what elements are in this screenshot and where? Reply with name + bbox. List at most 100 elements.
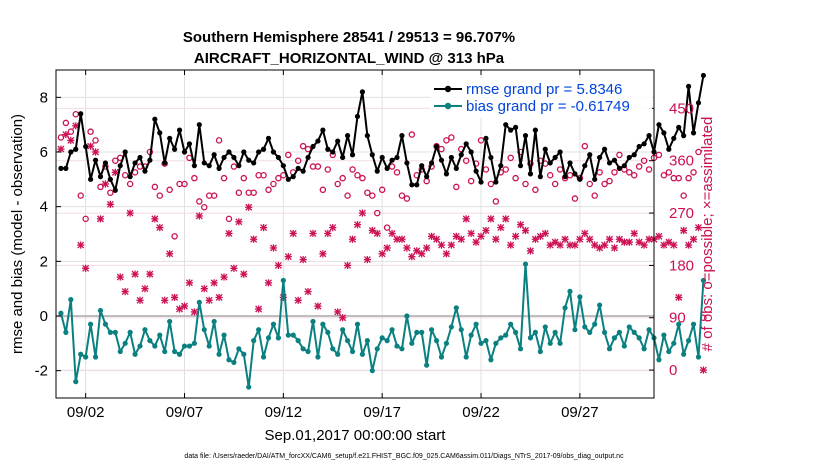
assimilated-obs-point bbox=[487, 215, 495, 223]
possible-obs-point bbox=[373, 209, 381, 217]
bias-point bbox=[601, 329, 608, 335]
possible-obs-point bbox=[354, 172, 361, 179]
rmse-point bbox=[587, 152, 593, 158]
x-tick-label: 09/07 bbox=[166, 404, 204, 421]
bias-point bbox=[216, 351, 222, 357]
bias-point bbox=[429, 327, 435, 333]
assimilated-obs-point bbox=[225, 229, 233, 238]
possible-obs-point bbox=[275, 174, 282, 182]
possible-obs-point bbox=[349, 166, 356, 173]
possible-obs-point bbox=[77, 192, 84, 199]
rmse-point bbox=[374, 168, 380, 174]
possible-obs-point bbox=[121, 172, 129, 179]
rmse-point bbox=[92, 157, 99, 163]
possible-obs-point bbox=[339, 174, 346, 182]
rmse-point bbox=[265, 135, 272, 141]
bias-point bbox=[117, 348, 123, 355]
assimilated-obs-point bbox=[255, 305, 263, 313]
assimilated-obs-point bbox=[324, 229, 332, 238]
bias-point bbox=[676, 321, 682, 327]
rmse-point bbox=[364, 133, 370, 139]
legend-box bbox=[430, 78, 652, 118]
bias-point bbox=[681, 351, 687, 357]
bias-point bbox=[448, 324, 454, 330]
bias-point bbox=[666, 348, 672, 355]
assimilated-obs-point bbox=[388, 229, 396, 238]
rmse-point bbox=[690, 130, 697, 136]
bias-point bbox=[162, 348, 168, 355]
rmse-point bbox=[552, 154, 558, 161]
bias-point bbox=[206, 343, 212, 349]
rmse-point bbox=[389, 157, 395, 163]
rmse-point bbox=[122, 149, 128, 155]
assimilated-obs-point bbox=[586, 235, 594, 243]
rmse-point bbox=[216, 165, 222, 171]
assimilated-obs-point bbox=[161, 296, 169, 304]
bias-point bbox=[107, 329, 113, 335]
bias-point bbox=[137, 343, 143, 349]
assimilated-obs-point bbox=[373, 229, 381, 238]
rmse-point bbox=[562, 174, 568, 180]
rmse-point bbox=[251, 160, 257, 166]
rmse-point bbox=[503, 122, 509, 128]
assimilated-obs-point bbox=[393, 235, 401, 243]
assimilated-obs-point bbox=[413, 247, 421, 255]
assimilated-obs-point bbox=[151, 215, 159, 223]
assimilated-obs-point bbox=[264, 279, 273, 287]
bias-point bbox=[176, 351, 183, 357]
assimilated-obs-point bbox=[561, 235, 569, 243]
rmse-point bbox=[463, 141, 469, 147]
possible-obs-point bbox=[62, 119, 70, 127]
rmse-point bbox=[172, 146, 178, 152]
assimilated-obs-point bbox=[289, 229, 297, 238]
assimilated-obs-point bbox=[235, 218, 243, 226]
possible-obs-point bbox=[532, 186, 539, 194]
assimilated-obs-point bbox=[190, 308, 198, 316]
assimilated-obs-point bbox=[418, 250, 426, 258]
bias-point bbox=[325, 329, 331, 335]
bias-point bbox=[73, 379, 79, 385]
possible-obs-point bbox=[112, 157, 119, 164]
bias-point bbox=[616, 329, 623, 335]
rmse-point bbox=[152, 116, 158, 122]
possible-obs-point bbox=[398, 192, 406, 199]
bias-point bbox=[671, 340, 677, 346]
assimilated-obs-point bbox=[171, 293, 179, 301]
bias-point bbox=[246, 384, 252, 390]
bias-point bbox=[577, 294, 583, 300]
rmse-point bbox=[186, 141, 193, 147]
rmse-point bbox=[87, 176, 94, 182]
rmse-point bbox=[379, 154, 385, 161]
bias-point bbox=[295, 338, 301, 344]
bias-point bbox=[547, 340, 553, 346]
bias-point bbox=[522, 261, 529, 267]
bias-point bbox=[409, 340, 415, 346]
assimilated-obs-point bbox=[67, 136, 75, 144]
assimilated-obs-point bbox=[210, 279, 218, 287]
possible-obs-point bbox=[314, 163, 322, 170]
rmse-point bbox=[181, 149, 188, 155]
assimilated-obs-point bbox=[541, 229, 549, 238]
bias-point bbox=[78, 351, 84, 357]
assimilated-obs-point bbox=[610, 244, 619, 252]
bias-point bbox=[562, 305, 568, 311]
rmse-point bbox=[656, 122, 662, 128]
rmse-point bbox=[468, 149, 474, 155]
rmse-point bbox=[661, 130, 667, 136]
x-tick-label: 09/22 bbox=[462, 404, 500, 421]
bias-point bbox=[186, 343, 193, 349]
rmse-point bbox=[78, 111, 84, 117]
x-tick-label: 09/02 bbox=[67, 404, 105, 421]
rmse-point bbox=[488, 154, 494, 161]
y2-tick-label: 450 bbox=[669, 100, 694, 117]
assimilated-obs-point bbox=[526, 247, 535, 255]
rmse-point bbox=[335, 138, 341, 144]
bias-point bbox=[498, 335, 504, 341]
assimilated-obs-point bbox=[472, 238, 480, 246]
bias-point bbox=[478, 340, 484, 346]
assimilated-obs-point bbox=[462, 215, 470, 223]
possible-obs-point bbox=[156, 192, 164, 199]
bias-point bbox=[280, 277, 286, 284]
rmse-point bbox=[349, 152, 356, 158]
bias-point bbox=[132, 351, 138, 357]
